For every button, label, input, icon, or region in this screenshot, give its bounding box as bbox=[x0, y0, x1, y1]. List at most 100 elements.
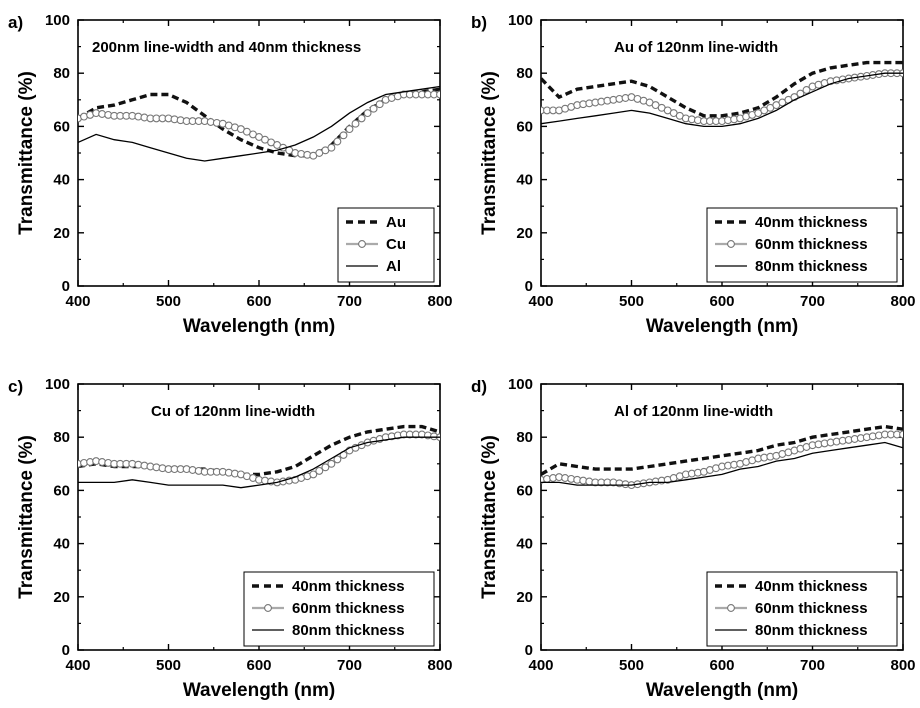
y-tick-label: 80 bbox=[516, 65, 533, 82]
y-tick-label: 100 bbox=[45, 12, 70, 29]
y-tick-label: 40 bbox=[53, 172, 70, 189]
series-marker bbox=[315, 466, 324, 475]
panel-b: 400 500 600 700 800 0 20 40 60 80 100 Wavelength (n… bbox=[471, 12, 916, 337]
x-tick-label: 800 bbox=[890, 657, 915, 674]
panel-label: c) bbox=[8, 377, 23, 396]
legend-label: 60nm thickness bbox=[755, 600, 868, 617]
y-tick-label: 40 bbox=[53, 536, 70, 553]
legend-swatch-marker bbox=[264, 604, 272, 612]
series-group bbox=[78, 424, 440, 489]
x-tick-label: 500 bbox=[619, 657, 644, 674]
y-tick-label: 0 bbox=[525, 278, 533, 295]
legend: Au Cu Al bbox=[337, 207, 435, 283]
y-tick-label: 40 bbox=[516, 536, 533, 553]
series-group bbox=[78, 85, 440, 162]
series-marker bbox=[369, 104, 378, 113]
legend-label: 80nm thickness bbox=[755, 258, 868, 275]
series-line-2 bbox=[78, 85, 440, 162]
x-tick-label: 400 bbox=[65, 657, 90, 674]
y-tick-label: 80 bbox=[53, 65, 70, 82]
series-line-2 bbox=[541, 441, 903, 486]
series-marker bbox=[375, 100, 384, 109]
series-marker bbox=[327, 459, 336, 468]
y-tick-label: 60 bbox=[53, 482, 70, 499]
y-tick-label: 60 bbox=[516, 118, 533, 135]
series-marker bbox=[363, 109, 372, 118]
y-tick-label: 60 bbox=[53, 118, 70, 135]
x-axis-title: Wavelength (nm) bbox=[183, 680, 335, 701]
x-tick-label: 400 bbox=[528, 657, 553, 674]
legend-swatch-marker bbox=[727, 240, 735, 248]
series-line-2 bbox=[78, 436, 440, 489]
panel-label: b) bbox=[471, 13, 487, 32]
y-tick-label: 20 bbox=[53, 589, 70, 606]
x-axis-title: Wavelength (nm) bbox=[646, 316, 798, 337]
series-marker bbox=[333, 455, 342, 464]
legend-label: 60nm thickness bbox=[292, 600, 405, 617]
series-marker bbox=[436, 90, 440, 99]
y-tick-label: 80 bbox=[53, 429, 70, 446]
x-tick-label: 700 bbox=[800, 657, 825, 674]
y-tick-label: 100 bbox=[45, 376, 70, 393]
x-tick-label: 700 bbox=[800, 293, 825, 310]
x-tick-label: 700 bbox=[337, 293, 362, 310]
y-tick-label: 40 bbox=[516, 172, 533, 189]
x-axis-title: Wavelength (nm) bbox=[183, 316, 335, 337]
x-tick-label: 400 bbox=[65, 293, 90, 310]
legend-label: 60nm thickness bbox=[755, 236, 868, 253]
y-tick-label: 100 bbox=[508, 12, 533, 29]
x-tick-label: 500 bbox=[619, 293, 644, 310]
series-group bbox=[541, 424, 903, 490]
legend-label: 80nm thickness bbox=[755, 622, 868, 639]
y-tick-label: 60 bbox=[516, 482, 533, 499]
x-tick-label: 600 bbox=[709, 293, 734, 310]
series-marker bbox=[327, 143, 336, 152]
series-group bbox=[541, 60, 903, 128]
legend: 40nm thickness 60nm thickness 80nm thickne… bbox=[243, 571, 435, 647]
x-tick-label: 400 bbox=[528, 293, 553, 310]
legend-label: Au bbox=[386, 214, 406, 231]
panel-label: d) bbox=[471, 377, 487, 396]
legend-swatch-marker bbox=[358, 240, 366, 248]
y-tick-label: 80 bbox=[516, 429, 533, 446]
legend-swatch-marker bbox=[727, 604, 735, 612]
x-tick-label: 800 bbox=[890, 293, 915, 310]
legend-label: 40nm thickness bbox=[755, 214, 868, 231]
x-tick-label: 500 bbox=[156, 657, 181, 674]
y-axis-title: Transmittance (%) bbox=[16, 71, 37, 235]
y-tick-label: 0 bbox=[525, 642, 533, 659]
panel-a: 400 500 600 700 800 0 20 40 60 80 100 Wavelength (n… bbox=[8, 12, 453, 337]
panel-d: 400 500 600 700 800 0 20 40 60 80 100 Wavelength (n… bbox=[471, 376, 916, 701]
y-tick-label: 0 bbox=[62, 642, 70, 659]
legend-label: Cu bbox=[386, 236, 406, 253]
x-tick-label: 600 bbox=[246, 293, 271, 310]
x-tick-label: 500 bbox=[156, 293, 181, 310]
x-axis-title: Wavelength (nm) bbox=[646, 680, 798, 701]
legend: 40nm thickness 60nm thickness 80nm thickne… bbox=[706, 207, 898, 283]
series-marker bbox=[321, 463, 330, 472]
series-marker bbox=[899, 430, 903, 439]
y-tick-label: 100 bbox=[508, 376, 533, 393]
series-marker bbox=[309, 470, 318, 479]
x-tick-label: 800 bbox=[427, 293, 452, 310]
panel-annotation: Cu of 120nm line-width bbox=[151, 403, 315, 420]
panel-annotation: Au of 120nm line-width bbox=[614, 39, 778, 56]
y-tick-label: 20 bbox=[516, 225, 533, 242]
panel-annotation: Al of 120nm line-width bbox=[614, 403, 773, 420]
legend: 40nm thickness 60nm thickness 80nm thickne… bbox=[706, 571, 898, 647]
legend-label: 40nm thickness bbox=[292, 578, 405, 595]
series-marker bbox=[802, 86, 811, 94]
x-tick-label: 700 bbox=[337, 657, 362, 674]
series-marker bbox=[339, 131, 348, 140]
series-marker bbox=[345, 125, 354, 134]
x-tick-label: 800 bbox=[427, 657, 452, 674]
series-marker bbox=[351, 119, 360, 128]
panel-annotation: 200nm line-width and 40nm thickness bbox=[92, 39, 361, 56]
y-tick-label: 20 bbox=[516, 589, 533, 606]
series-line-2 bbox=[541, 72, 903, 128]
panel-label: a) bbox=[8, 13, 23, 32]
panel-c: 400 500 600 700 800 0 20 40 60 80 100 Wavelength (n… bbox=[8, 376, 453, 701]
legend-label: 80nm thickness bbox=[292, 622, 405, 639]
y-tick-label: 0 bbox=[62, 278, 70, 295]
